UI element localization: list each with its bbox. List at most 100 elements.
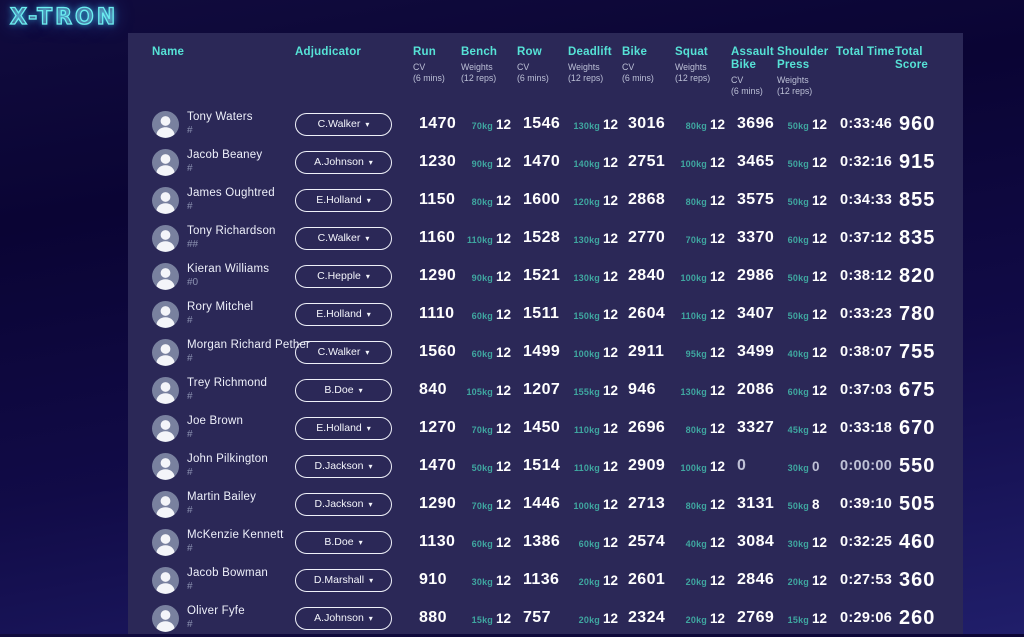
adjudicator-dropdown[interactable]: D.Jackson ▾ — [295, 454, 392, 478]
shoulder-press-reps: 12 — [812, 382, 828, 398]
bench-cell: 80kg 12 — [461, 193, 517, 208]
deadlift-reps: 12 — [603, 496, 619, 512]
bench-weight: 60kg — [471, 310, 493, 321]
adjudicator-name: D.Jackson — [314, 498, 364, 510]
total-score-value: 755 — [899, 340, 936, 363]
squat-weight: 100kg — [680, 272, 707, 283]
athlete-handle: # — [187, 619, 193, 630]
adjudicator-dropdown[interactable]: C.Walker ▾ — [295, 226, 392, 250]
adjudicator-cell: B.Doe ▾ — [295, 378, 413, 402]
bike-value: 2696 — [628, 419, 666, 436]
adjudicator-name: B.Doe — [324, 536, 354, 548]
adjudicator-cell: C.Walker ▾ — [295, 112, 413, 136]
shoulder-press-cell: 50kg 12 — [777, 269, 836, 284]
total-time-value: 0:39:10 — [840, 496, 893, 512]
squat-reps: 12 — [710, 116, 726, 132]
bench-cell: 70kg 12 — [461, 497, 517, 512]
shoulder-press-reps: 12 — [812, 572, 828, 588]
bench-weight: 50kg — [471, 462, 493, 473]
table-row: Rory Mitchel # E.Holland ▾ 1110 60kg 12 … — [128, 295, 963, 333]
adjudicator-dropdown[interactable]: C.Walker ▾ — [295, 340, 392, 364]
assault-bike-value: 3499 — [737, 343, 775, 360]
squat-weight: 95kg — [685, 348, 707, 359]
adjudicator-name: D.Marshall — [313, 574, 365, 586]
run-value: 880 — [419, 609, 447, 626]
athlete-handle: # — [187, 201, 193, 212]
total-time-value: 0:32:16 — [840, 154, 893, 170]
bench-reps: 12 — [496, 192, 512, 208]
table-row: John Pilkington # D.Jackson ▾ 1470 50kg … — [128, 447, 963, 485]
avatar-person-icon — [152, 262, 179, 290]
shoulder-press-reps: 12 — [812, 420, 828, 436]
bench-cell: 90kg 12 — [461, 269, 517, 284]
adjudicator-name: D.Jackson — [314, 460, 364, 472]
row-value: 1514 — [523, 457, 561, 474]
athlete-name: Trey Richmond — [187, 377, 268, 389]
chevron-down-icon: ▾ — [365, 119, 370, 129]
col-header-name: Name — [152, 46, 185, 58]
deadlift-weight: 110kg — [573, 462, 600, 473]
adjudicator-name: C.Walker — [317, 118, 361, 130]
deadlift-weight: 150kg — [573, 310, 600, 321]
adjudicator-cell: A.Johnson ▾ — [295, 150, 413, 174]
run-value: 910 — [419, 571, 447, 588]
shoulder-press-weight: 30kg — [787, 538, 809, 549]
total-score-value: 460 — [899, 530, 936, 553]
adjudicator-dropdown[interactable]: D.Marshall ▾ — [295, 568, 392, 592]
adjudicator-name: E.Holland — [316, 422, 362, 434]
squat-cell: 70kg 12 — [675, 231, 731, 246]
row-value: 1499 — [523, 343, 561, 360]
adjudicator-dropdown[interactable]: C.Walker ▾ — [295, 112, 392, 136]
row-value: 1136 — [523, 571, 560, 588]
squat-cell: 80kg 12 — [675, 117, 731, 132]
adjudicator-dropdown[interactable]: D.Jackson ▾ — [295, 492, 392, 516]
total-score-value: 670 — [899, 416, 936, 439]
adjudicator-name: E.Holland — [316, 194, 362, 206]
athlete-name: Kieran Williams — [187, 263, 270, 275]
athlete-cell: Trey Richmond # — [152, 376, 295, 404]
deadlift-reps: 12 — [603, 306, 619, 322]
bench-reps: 12 — [496, 382, 512, 398]
col-header-deadlift: Deadlift Weights (12 reps) — [568, 46, 612, 83]
adjudicator-cell: D.Marshall ▾ — [295, 568, 413, 592]
deadlift-cell: 140kg 12 — [568, 155, 622, 170]
shoulder-press-cell: 30kg 0 — [777, 459, 836, 474]
adjudicator-dropdown[interactable]: B.Doe ▾ — [295, 378, 392, 402]
bench-weight: 60kg — [471, 348, 493, 359]
assault-bike-value: 3327 — [737, 419, 775, 436]
athlete-handle: # — [187, 315, 193, 326]
total-score-value: 675 — [899, 378, 936, 401]
adjudicator-dropdown[interactable]: C.Hepple ▾ — [295, 264, 392, 288]
shoulder-press-reps: 8 — [812, 496, 820, 512]
deadlift-cell: 20kg 12 — [568, 573, 622, 588]
bench-cell: 15kg 12 — [461, 611, 517, 626]
shoulder-press-reps: 12 — [812, 230, 828, 246]
chevron-down-icon: ▾ — [365, 271, 370, 281]
chevron-down-icon: ▾ — [368, 157, 373, 167]
athlete-name: James Oughtred — [187, 187, 275, 199]
deadlift-cell: 60kg 12 — [568, 535, 622, 550]
shoulder-press-cell: 50kg 12 — [777, 117, 836, 132]
squat-cell: 20kg 12 — [675, 611, 731, 626]
adjudicator-dropdown[interactable]: B.Doe ▾ — [295, 530, 392, 554]
table-header: Name Adjudicator Run CV (6 mins) Bench W… — [128, 33, 963, 96]
squat-reps: 12 — [710, 534, 726, 550]
deadlift-weight: 120kg — [573, 196, 600, 207]
table-row: James Oughtred # E.Holland ▾ 1150 80kg 1… — [128, 181, 963, 219]
total-score-value: 260 — [899, 606, 936, 629]
adjudicator-name: A.Johnson — [314, 612, 364, 624]
adjudicator-dropdown[interactable]: A.Johnson ▾ — [295, 150, 392, 174]
deadlift-weight: 100kg — [573, 348, 600, 359]
assault-bike-value: 3370 — [737, 229, 775, 246]
adjudicator-dropdown[interactable]: A.Johnson ▾ — [295, 606, 392, 630]
adjudicator-dropdown[interactable]: E.Holland ▾ — [295, 416, 392, 440]
col-header-shoulder-press: Shoulder Press Weights (12 reps) — [777, 46, 829, 96]
adjudicator-dropdown[interactable]: E.Holland ▾ — [295, 302, 392, 326]
bike-value: 2770 — [628, 229, 666, 246]
col-header-bike: Bike CV (6 mins) — [622, 46, 654, 83]
athlete-cell: Tony Waters # — [152, 110, 295, 138]
adjudicator-dropdown[interactable]: E.Holland ▾ — [295, 188, 392, 212]
col-header-squat: Squat Weights (12 reps) — [675, 46, 711, 83]
bench-cell: 50kg 12 — [461, 459, 517, 474]
shoulder-press-weight: 30kg — [787, 462, 809, 473]
